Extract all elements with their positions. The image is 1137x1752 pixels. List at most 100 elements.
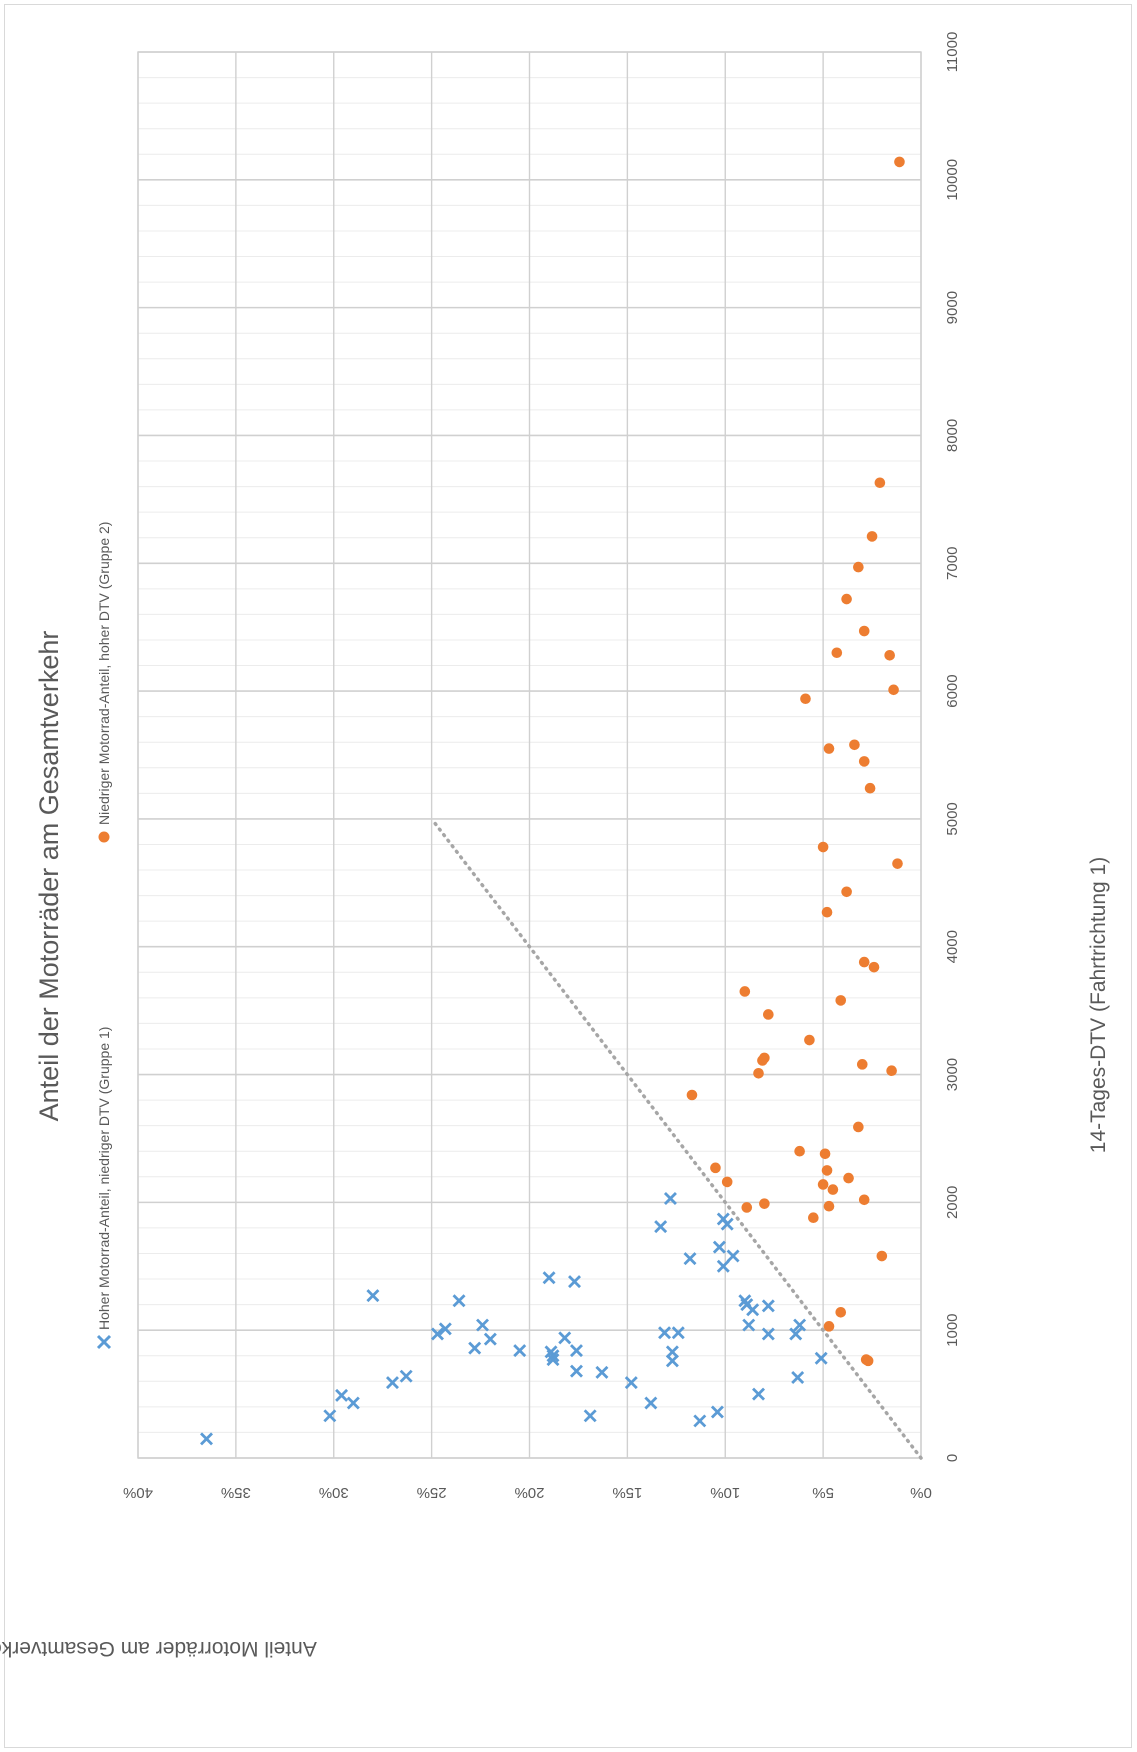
x-marker-stroke — [399, 1369, 413, 1383]
y-tick-label: 40% — [123, 1484, 153, 1501]
data-point-circle — [856, 1059, 868, 1070]
data-point-x-marker — [335, 1388, 349, 1402]
data-point-circle — [866, 531, 878, 542]
data-point-circle — [823, 743, 835, 754]
data-point-x-marker — [452, 1294, 466, 1308]
x-tick-label-group: 3000 — [944, 1058, 961, 1091]
y-tick-label-group: 5% — [812, 1484, 834, 1501]
chart-title-group: Anteil der Motorräder am Gesamtverkehr — [34, 631, 64, 1122]
data-point-x-marker — [366, 1289, 380, 1303]
x-tick-label: 3000 — [944, 1058, 961, 1091]
data-point-circle — [864, 782, 876, 794]
x-marker-stroke — [712, 1240, 726, 1254]
y-tick-label: 30% — [319, 1484, 349, 1501]
data-point-circle — [853, 561, 864, 573]
x-marker-stroke — [789, 1327, 803, 1341]
x-marker-stroke — [761, 1299, 775, 1313]
legend: Hoher Motorrad-Anteil, niedriger DTV (Gr… — [96, 522, 112, 1350]
data-point-circle — [827, 1184, 839, 1195]
data-point-x-marker — [712, 1240, 726, 1254]
x-axis-title-group: 14-Tages-DTV (Fahrtrichtung 1) — [1087, 857, 1110, 1153]
y-tick-label-group: 25% — [417, 1484, 447, 1501]
x-marker-stroke — [624, 1376, 638, 1390]
data-point-circle — [800, 693, 811, 705]
data-point-circle — [794, 1145, 805, 1157]
x-marker-stroke — [468, 1341, 482, 1355]
data-point-circle — [817, 1179, 829, 1190]
data-point-x-marker — [438, 1322, 452, 1336]
data-point-x-marker — [665, 1354, 679, 1368]
data-point-x-marker — [644, 1396, 658, 1410]
data-point-x-marker — [568, 1275, 582, 1289]
x-tick-label: 10000 — [944, 159, 961, 201]
data-point-x-marker — [658, 1326, 672, 1340]
x-marker-stroke — [665, 1354, 679, 1368]
data-point-x-marker — [569, 1364, 583, 1378]
data-point-x-marker — [546, 1349, 560, 1363]
data-point-x-marker — [761, 1299, 775, 1313]
data-point-circle — [831, 647, 843, 659]
legend-item-group-2: Niedriger Motorrad-Anteil, hoher DTV (Gr… — [96, 522, 112, 843]
x-tick-label-group: 2000 — [944, 1186, 961, 1219]
data-point-circle — [884, 650, 895, 661]
x-marker-stroke — [654, 1220, 668, 1234]
data-point-circle — [817, 841, 829, 853]
data-point-circle — [858, 756, 870, 767]
data-point-circle — [862, 1355, 874, 1367]
data-point-circle — [804, 1034, 815, 1046]
data-point-x-marker — [720, 1217, 734, 1231]
data-point-x-marker — [791, 1370, 805, 1384]
x-tick-label: 7000 — [944, 547, 961, 580]
data-point-x-marker — [569, 1344, 583, 1358]
data-point-x-marker — [399, 1369, 413, 1383]
data-point-circle — [876, 1250, 888, 1262]
data-point-x-marker — [583, 1409, 597, 1423]
data-point-circle — [888, 684, 899, 696]
x-marker-stroke — [568, 1275, 582, 1289]
x-marker-stroke — [693, 1414, 707, 1428]
data-point-circle — [835, 1306, 847, 1318]
data-point-circle — [841, 593, 852, 605]
x-tick-label: 0 — [944, 1454, 961, 1462]
data-point-x-marker — [746, 1303, 760, 1317]
x-marker-stroke — [746, 1303, 760, 1317]
x-tick-label: 9000 — [944, 291, 961, 324]
data-point-circle — [841, 886, 852, 898]
data-point-circle — [892, 858, 903, 869]
x-axis-title: 14-Tages-DTV (Fahrtrichtung 1) — [1087, 857, 1110, 1153]
x-tick-label-group: 9000 — [944, 291, 961, 324]
x-marker-stroke — [710, 1405, 724, 1419]
data-point-circle — [894, 156, 905, 168]
x-marker-stroke — [720, 1217, 734, 1231]
y-tick-label: 20% — [514, 1484, 544, 1501]
data-point-x-marker — [761, 1327, 775, 1341]
y-tick-label: 10% — [710, 1484, 740, 1501]
data-point-circle — [739, 986, 751, 997]
trendline — [429, 817, 923, 1460]
data-point-circle — [808, 1212, 819, 1224]
y-tick-label: 5% — [812, 1484, 834, 1501]
data-point-x-marker — [468, 1341, 482, 1355]
x-marker-stroke — [476, 1318, 490, 1332]
trendline-layer — [429, 817, 923, 1460]
y-tick-label-group: 20% — [514, 1484, 544, 1501]
x-marker-stroke — [513, 1344, 527, 1358]
x-tick-label-group: 1000 — [944, 1313, 961, 1346]
x-tick-label-group: 6000 — [944, 674, 961, 707]
x-marker-stroke — [558, 1331, 572, 1345]
x-marker-stroke — [752, 1387, 766, 1401]
data-point-x-marker — [476, 1318, 490, 1332]
data-point-x-marker — [726, 1249, 740, 1263]
chart-title: Anteil der Motorräder am Gesamtverkehr — [34, 631, 64, 1122]
x-marker-stroke — [726, 1249, 740, 1263]
x-marker-stroke — [663, 1192, 677, 1206]
tick-labels: 0 1000 2000 3000 4000 5000 6000 7000 8000 9000 100… — [123, 32, 961, 1501]
x-tick-label-group: 0 — [944, 1454, 961, 1462]
y-tick-label-group: 15% — [612, 1484, 642, 1501]
x-marker-stroke — [546, 1353, 560, 1367]
x-marker-stroke — [546, 1349, 560, 1363]
x-tick-label-group: 11000 — [944, 32, 961, 73]
x-marker-stroke — [431, 1327, 444, 1341]
data-point-x-marker — [752, 1387, 766, 1401]
